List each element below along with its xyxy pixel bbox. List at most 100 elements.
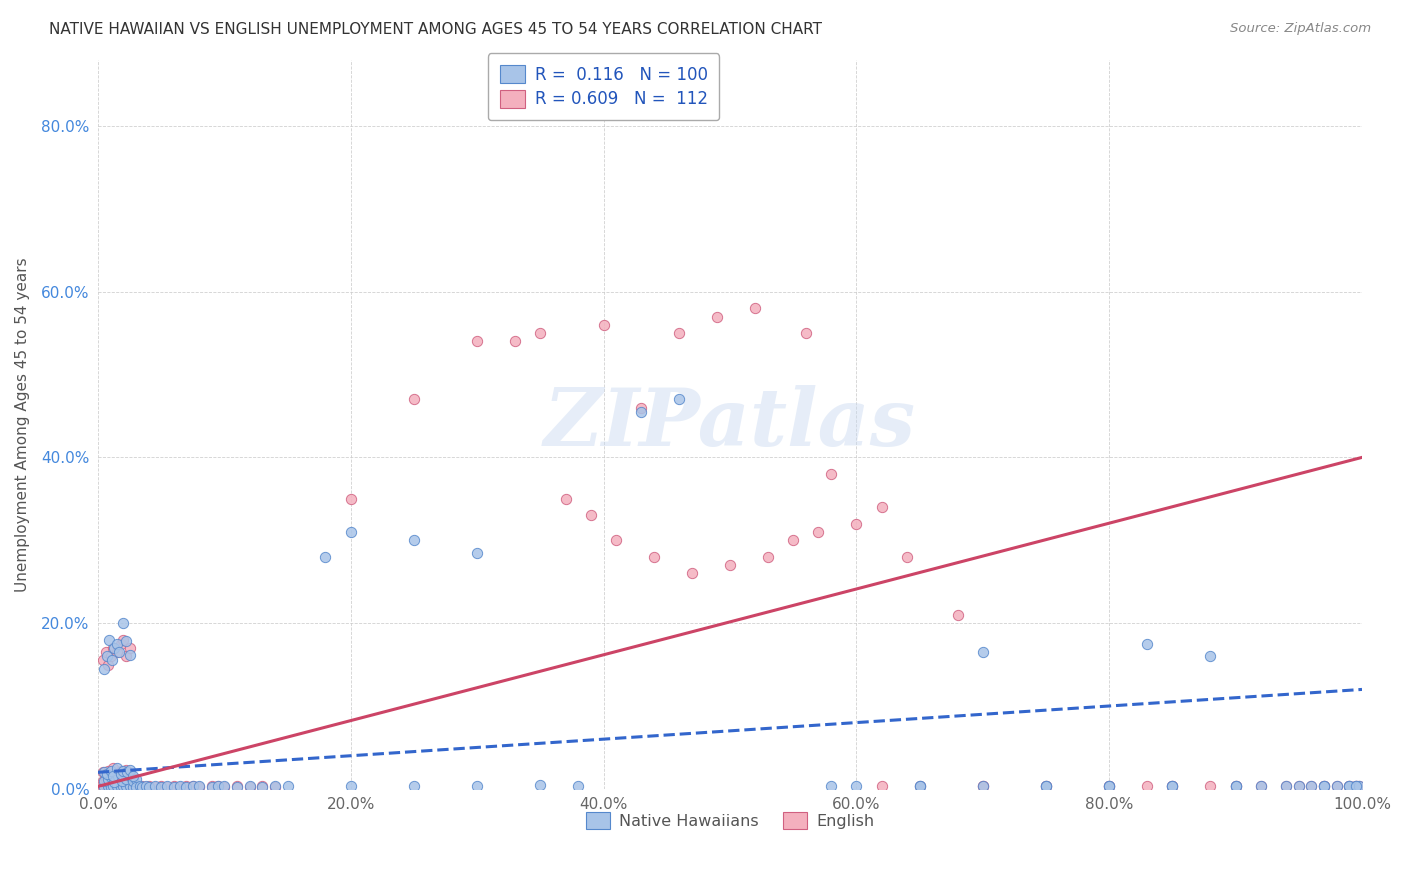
Point — [96, 649, 118, 664]
Point — [1035, 780, 1057, 794]
Point — [188, 780, 211, 795]
Point — [93, 773, 115, 788]
Point — [118, 780, 141, 794]
Point — [908, 780, 931, 794]
Point — [138, 780, 160, 795]
Point — [214, 780, 236, 795]
Point — [592, 318, 614, 332]
Point — [554, 491, 576, 506]
Point — [1098, 780, 1121, 794]
Point — [264, 780, 287, 795]
Point — [567, 780, 589, 794]
Point — [118, 648, 141, 662]
Point — [97, 771, 120, 785]
Point — [529, 326, 551, 340]
Point — [465, 780, 488, 794]
Point — [122, 769, 145, 783]
Point — [668, 392, 690, 407]
Point — [820, 467, 842, 481]
Point — [239, 780, 262, 794]
Point — [402, 780, 425, 794]
Point — [1035, 780, 1057, 794]
Point — [127, 780, 149, 795]
Point — [1326, 780, 1348, 794]
Point — [630, 401, 652, 415]
Point — [529, 778, 551, 792]
Point — [744, 301, 766, 316]
Point — [108, 645, 131, 659]
Point — [118, 640, 141, 655]
Point — [105, 645, 128, 659]
Point — [1161, 780, 1184, 794]
Point — [150, 780, 173, 794]
Point — [339, 491, 361, 506]
Point — [118, 780, 141, 794]
Point — [135, 780, 157, 795]
Point — [100, 780, 122, 795]
Point — [131, 780, 153, 795]
Point — [1161, 780, 1184, 794]
Point — [782, 533, 804, 548]
Point — [101, 779, 124, 793]
Point — [1313, 780, 1336, 794]
Point — [143, 780, 166, 794]
Point — [908, 780, 931, 794]
Point — [794, 326, 817, 340]
Point — [114, 634, 136, 648]
Point — [1339, 780, 1361, 794]
Point — [820, 780, 842, 794]
Point — [105, 772, 128, 786]
Point — [1344, 780, 1367, 794]
Point — [207, 780, 229, 794]
Point — [169, 780, 191, 794]
Point — [94, 780, 117, 794]
Point — [630, 405, 652, 419]
Point — [97, 780, 120, 795]
Point — [181, 780, 204, 794]
Point — [972, 780, 994, 794]
Point — [101, 769, 124, 783]
Point — [1344, 780, 1367, 794]
Point — [97, 780, 120, 794]
Point — [1344, 780, 1367, 794]
Point — [100, 649, 122, 664]
Point — [1275, 780, 1298, 794]
Point — [845, 516, 868, 531]
Point — [91, 773, 114, 788]
Text: NATIVE HAWAIIAN VS ENGLISH UNEMPLOYMENT AMONG AGES 45 TO 54 YEARS CORRELATION CH: NATIVE HAWAIIAN VS ENGLISH UNEMPLOYMENT … — [49, 22, 823, 37]
Point — [163, 780, 186, 795]
Point — [908, 780, 931, 794]
Point — [402, 392, 425, 407]
Point — [103, 640, 125, 655]
Point — [1098, 780, 1121, 794]
Point — [503, 334, 526, 349]
Point — [138, 780, 160, 794]
Point — [125, 780, 148, 794]
Point — [181, 780, 204, 794]
Point — [105, 780, 128, 794]
Point — [118, 769, 141, 783]
Point — [1288, 780, 1310, 794]
Point — [169, 780, 191, 795]
Point — [112, 616, 135, 631]
Point — [1098, 780, 1121, 794]
Point — [845, 780, 868, 794]
Point — [114, 779, 136, 793]
Point — [681, 566, 703, 581]
Point — [100, 780, 122, 794]
Point — [114, 772, 136, 787]
Point — [112, 764, 135, 778]
Point — [870, 780, 893, 794]
Point — [94, 767, 117, 781]
Point — [176, 780, 198, 794]
Point — [105, 761, 128, 775]
Point — [112, 632, 135, 647]
Point — [156, 780, 179, 795]
Point — [402, 533, 425, 548]
Point — [105, 780, 128, 794]
Point — [226, 780, 249, 794]
Point — [1313, 780, 1336, 794]
Point — [101, 780, 124, 795]
Point — [114, 780, 136, 795]
Point — [125, 772, 148, 786]
